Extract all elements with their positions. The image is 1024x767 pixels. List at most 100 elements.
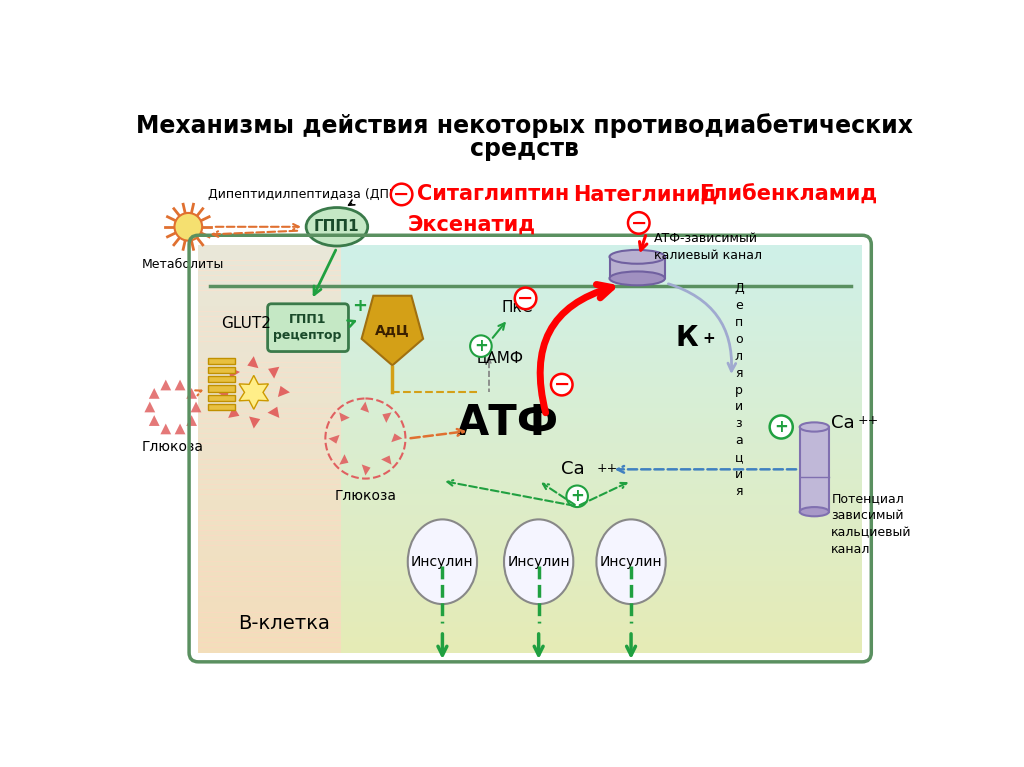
Bar <box>199 443 341 449</box>
Bar <box>199 627 862 633</box>
Bar <box>199 617 341 623</box>
Polygon shape <box>360 402 369 413</box>
Text: −: − <box>631 213 647 232</box>
Bar <box>199 275 341 281</box>
Text: +: + <box>570 487 584 505</box>
Text: п: п <box>735 316 743 329</box>
Bar <box>199 612 862 617</box>
Bar <box>199 336 341 342</box>
Polygon shape <box>190 402 202 413</box>
Circle shape <box>174 213 202 241</box>
Bar <box>199 499 862 505</box>
Polygon shape <box>339 454 348 465</box>
Text: и: и <box>735 468 743 481</box>
Text: +: + <box>474 337 487 355</box>
FancyArrowPatch shape <box>580 483 627 505</box>
Polygon shape <box>248 356 258 368</box>
Bar <box>199 530 862 536</box>
Polygon shape <box>228 406 240 418</box>
Polygon shape <box>228 367 240 378</box>
Bar <box>199 607 341 613</box>
FancyArrowPatch shape <box>617 466 796 472</box>
Bar <box>199 449 862 454</box>
Text: −: − <box>393 185 410 204</box>
Bar <box>199 555 862 561</box>
Polygon shape <box>186 388 197 399</box>
Bar <box>199 336 862 342</box>
Bar <box>199 581 862 587</box>
Ellipse shape <box>408 519 477 604</box>
Bar <box>199 551 341 556</box>
Bar <box>199 576 341 582</box>
Text: Ситаглиптин: Ситаглиптин <box>417 184 569 205</box>
Text: о: о <box>735 333 742 346</box>
Bar <box>199 576 862 582</box>
Bar <box>199 280 862 286</box>
FancyArrowPatch shape <box>347 321 355 327</box>
Text: Д: Д <box>734 282 743 295</box>
Bar <box>199 403 862 409</box>
Text: ГПП1
рецептор: ГПП1 рецептор <box>273 313 342 342</box>
Bar <box>199 566 341 571</box>
Bar <box>199 643 341 648</box>
Bar <box>199 597 862 602</box>
Bar <box>199 515 341 521</box>
Bar <box>199 632 341 638</box>
Bar <box>199 367 862 373</box>
Text: средств: средств <box>470 137 580 161</box>
Bar <box>199 423 862 429</box>
Bar <box>199 316 341 322</box>
Bar <box>199 561 341 567</box>
Bar <box>199 495 341 500</box>
Text: Глюкоза: Глюкоза <box>142 440 204 454</box>
Circle shape <box>770 416 793 439</box>
Circle shape <box>628 212 649 234</box>
Bar <box>199 647 862 653</box>
Circle shape <box>391 183 413 206</box>
Polygon shape <box>267 407 280 418</box>
Bar <box>199 535 341 542</box>
Bar <box>199 408 341 413</box>
Polygon shape <box>268 367 280 379</box>
Bar <box>199 316 862 322</box>
Bar <box>199 270 862 276</box>
Ellipse shape <box>504 519 573 604</box>
Bar <box>199 397 341 403</box>
Bar <box>199 270 341 276</box>
Text: я: я <box>735 486 742 499</box>
Bar <box>199 637 341 644</box>
Polygon shape <box>249 416 260 429</box>
Bar <box>199 408 862 413</box>
Text: Натеглинид: Натеглинид <box>573 184 718 205</box>
Polygon shape <box>361 296 423 365</box>
Bar <box>199 601 341 607</box>
FancyArrowPatch shape <box>627 634 636 655</box>
Bar <box>199 367 341 373</box>
Text: Глибенкламид: Глибенкламид <box>698 184 877 205</box>
Bar <box>199 321 341 327</box>
Bar <box>199 505 862 511</box>
Bar <box>199 499 341 505</box>
Bar <box>199 265 862 271</box>
Bar <box>199 260 341 265</box>
Bar <box>199 520 341 526</box>
FancyArrowPatch shape <box>543 484 574 505</box>
Bar <box>199 510 341 515</box>
Ellipse shape <box>306 208 368 246</box>
Text: ГПП1: ГПП1 <box>314 219 359 234</box>
Bar <box>199 285 341 291</box>
Bar <box>199 306 862 311</box>
Bar <box>199 285 862 291</box>
Bar <box>199 622 341 628</box>
Bar <box>199 555 341 561</box>
Text: а: а <box>735 434 742 447</box>
Text: Метаболиты: Метаболиты <box>141 258 224 271</box>
Bar <box>199 382 862 388</box>
Bar <box>199 311 341 317</box>
Polygon shape <box>339 413 350 422</box>
Bar <box>199 632 862 638</box>
Text: Ca: Ca <box>561 460 585 479</box>
Bar <box>199 387 341 393</box>
Bar <box>199 403 341 409</box>
Text: +: + <box>352 297 368 315</box>
